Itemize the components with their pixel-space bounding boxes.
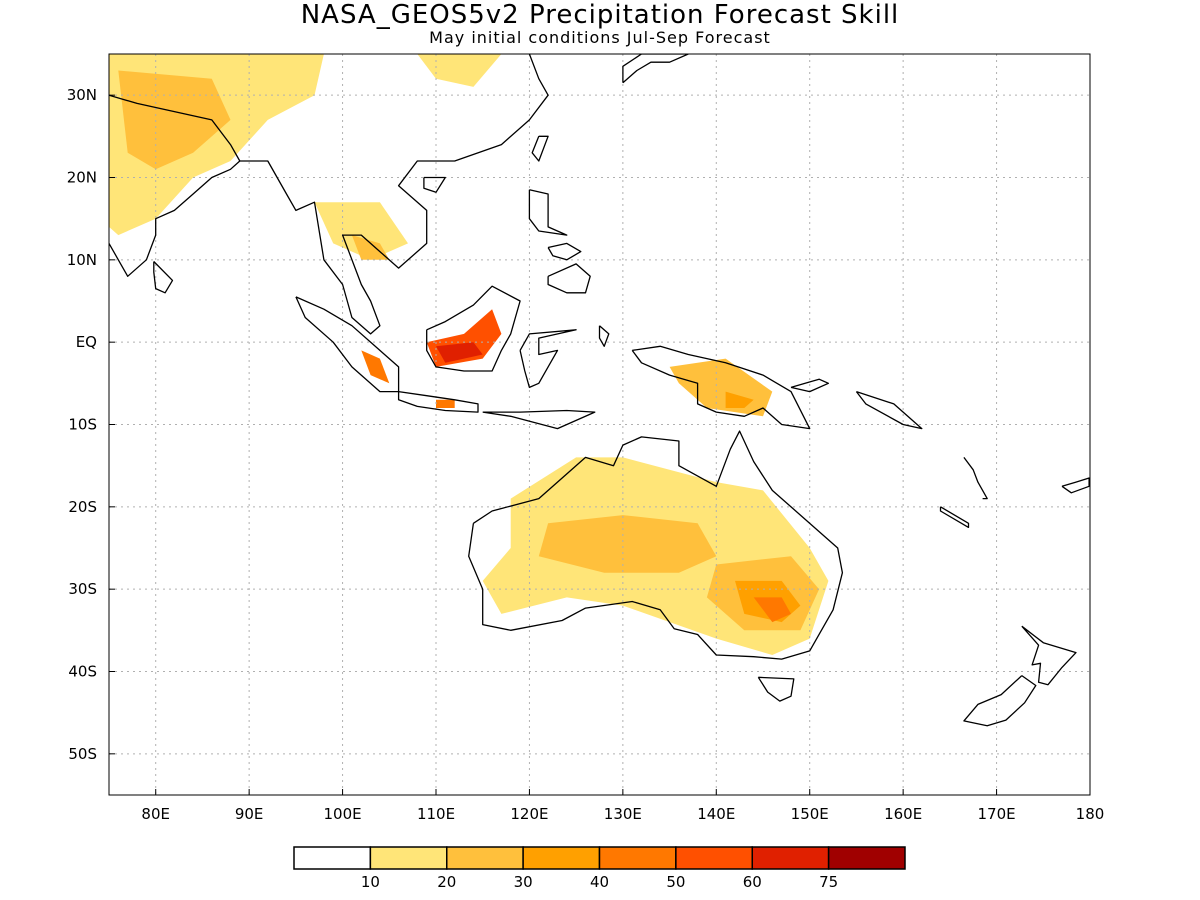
coastline-java <box>397 390 479 413</box>
colorbar-label: 20 <box>437 873 456 891</box>
lon-tick-label: 160E <box>884 805 922 823</box>
skill-region-java-spot <box>436 399 455 408</box>
graticule-layer <box>109 54 1090 795</box>
coastline-new-britain <box>790 378 830 393</box>
colorbar-swatch <box>675 846 753 870</box>
lon-tick-label: 110E <box>417 805 455 823</box>
coastline-japan <box>622 54 689 84</box>
lat-tick-label: 20N <box>67 169 97 187</box>
coastline-nz-south <box>963 675 1037 727</box>
lon-tick-label: 140E <box>697 805 735 823</box>
coastline-philippines-visayas <box>547 242 582 261</box>
coastline-taiwan <box>531 135 549 162</box>
skill-shading-layer <box>109 54 829 655</box>
map-subtitle: May initial conditions Jul-Sep Forecast <box>429 28 771 47</box>
coastline-philippines-mindanao <box>547 263 591 294</box>
skill-region-australia-central <box>538 515 717 573</box>
skill-region-sumatra-south <box>361 350 390 384</box>
colorbar-swatch <box>827 846 906 870</box>
coastline-philippines-luzon <box>528 189 568 236</box>
coastline-hainan <box>423 176 446 193</box>
lon-tick-label: 90E <box>235 805 264 823</box>
colorbar-swatch <box>751 846 830 870</box>
lat-tick-label: 30S <box>68 580 97 598</box>
latitude-labels: 30N 20N 10N EQ 10S 20S 30S 40S 50S <box>67 86 115 763</box>
coastline-nz-north <box>1021 625 1077 686</box>
colorbar-label: 50 <box>666 873 685 891</box>
coastline-sulawesi <box>519 329 577 389</box>
colorbar-swatch <box>446 846 524 870</box>
skill-region-indochina-core <box>351 235 390 260</box>
lon-tick-label: 100E <box>324 805 362 823</box>
skill-region-indochina <box>314 202 408 260</box>
coastline-new-guinea <box>631 345 811 430</box>
coastline-borneo <box>426 285 521 372</box>
skill-region-australia-southeast-peak <box>753 597 791 623</box>
lat-tick-label: 40S <box>68 663 97 681</box>
colorbar-swatch <box>598 846 677 870</box>
skill-region-new-guinea <box>669 358 773 417</box>
colorbar-label: 30 <box>514 873 533 891</box>
skill-region-china-north <box>417 54 502 87</box>
coastline-india <box>109 94 241 277</box>
coastline-fiji <box>1061 477 1090 494</box>
coastline-new-caledonia <box>939 506 970 529</box>
lat-tick-label: EQ <box>76 333 97 351</box>
map-frame <box>108 53 1091 796</box>
coastline-vanuatu <box>963 457 988 500</box>
colorbar-label: 75 <box>819 873 838 891</box>
coastline-asia-east <box>239 54 549 335</box>
lat-tick-label: 30N <box>67 86 97 104</box>
colorbar-swatch <box>522 846 601 870</box>
colorbar-swatch <box>369 846 448 870</box>
coastline-tasmania <box>757 676 795 702</box>
skill-region-new-guinea-core <box>725 391 754 408</box>
colorbar-swatch <box>293 846 372 870</box>
coastline-lesser-sunda <box>482 409 596 430</box>
coastline-solomons <box>855 390 923 430</box>
coastline-sri-lanka <box>153 261 174 294</box>
lat-tick-label: 10S <box>68 416 97 434</box>
lon-tick-label: 150E <box>791 805 829 823</box>
lon-tick-label: 80E <box>141 805 170 823</box>
lon-tick-label: 130E <box>604 805 642 823</box>
colorbar-label: 10 <box>361 873 380 891</box>
coastline-layer <box>109 54 1090 727</box>
longitude-labels: 80E 90E 100E 110E 120E 130E 140E 150E 160E 170E 18… <box>141 789 1104 823</box>
lon-tick-label: 180 <box>1076 805 1105 823</box>
map-title: NASA_GEOS5v2 Precipitation Forecast Skil… <box>300 0 900 30</box>
colorbar-label: 60 <box>743 873 762 891</box>
lon-tick-label: 170E <box>978 805 1016 823</box>
colorbar-label: 40 <box>590 873 609 891</box>
lat-tick-label: 20S <box>68 498 97 516</box>
lat-tick-label: 10N <box>67 251 97 269</box>
colorbar: 10 20 30 40 50 60 75 <box>293 846 906 891</box>
lon-tick-label: 120E <box>510 805 548 823</box>
coastline-halmahera <box>598 325 610 347</box>
skill-region-kalimantan-core <box>436 342 483 363</box>
coastline-australia <box>468 430 844 660</box>
lat-tick-label: 50S <box>68 745 97 763</box>
